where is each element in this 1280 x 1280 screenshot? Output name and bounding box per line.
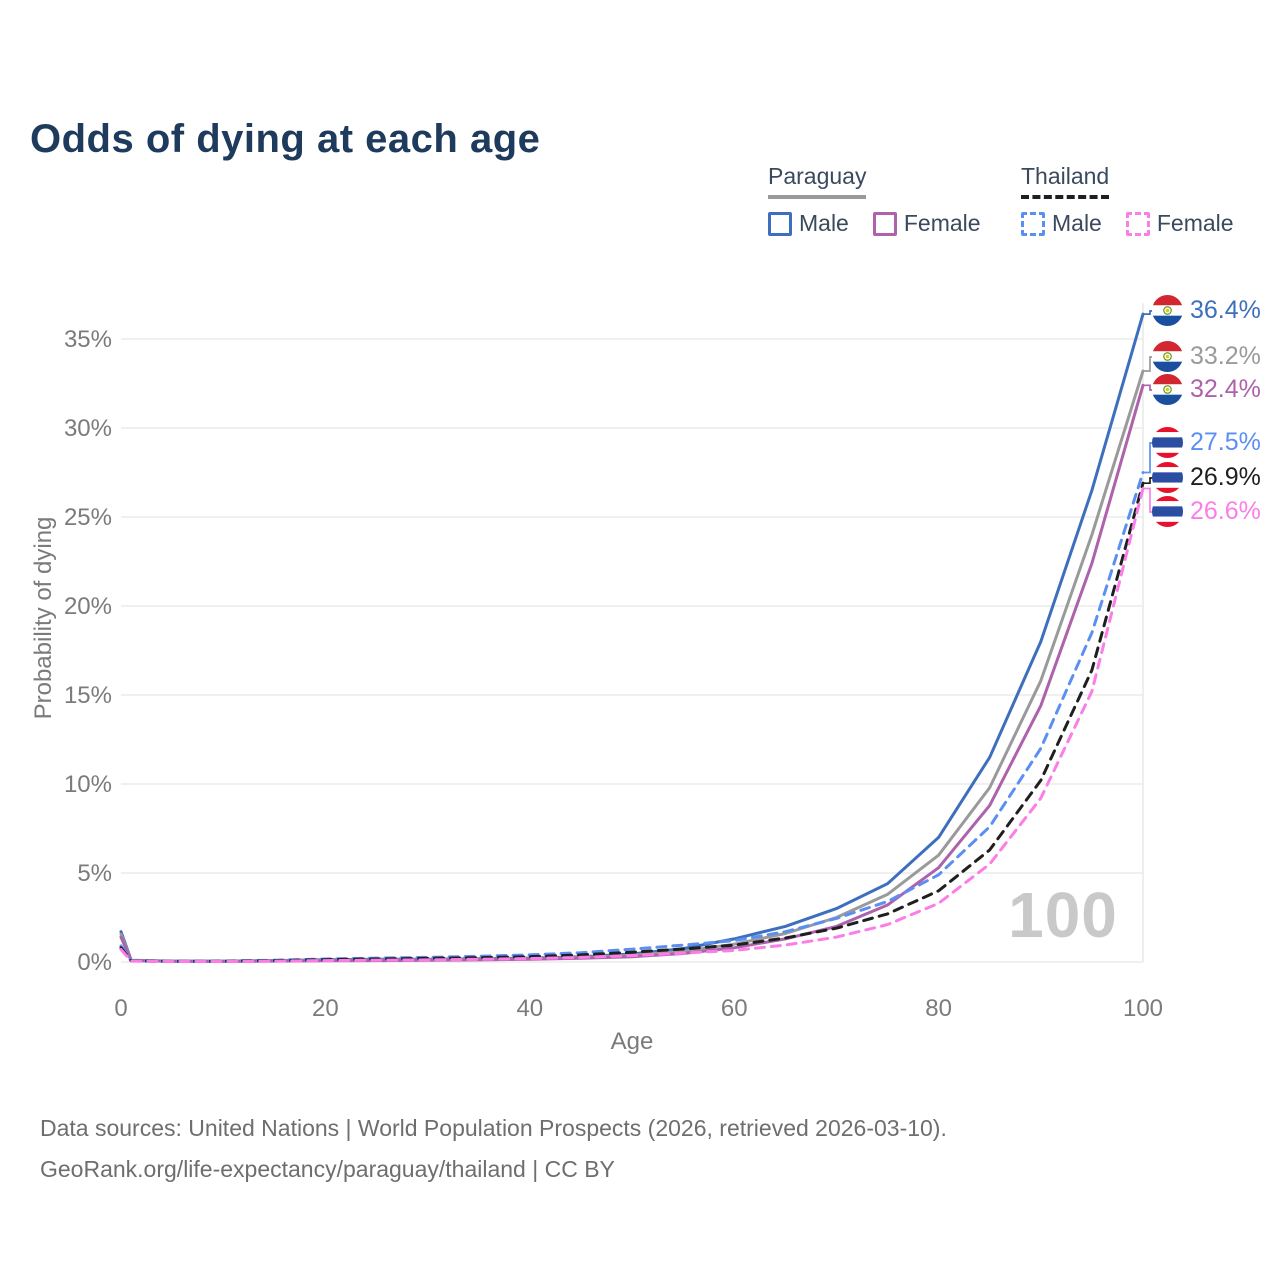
end-label-value: 32.4%: [1190, 375, 1261, 403]
series-line-paraguay-female[interactable]: [119, 383, 1145, 963]
thailand-flag-icon: [1152, 462, 1183, 493]
legend-country-thailand[interactable]: Thailand: [1021, 163, 1110, 199]
legend-item-paraguay-female[interactable]: Female: [872, 210, 981, 237]
end-label-paraguay-male: 36.4%: [1152, 295, 1261, 326]
series-line-thailand-female[interactable]: [119, 487, 1145, 963]
x-tick-label: 0: [114, 995, 127, 1022]
x-axis-title: Age: [610, 1028, 654, 1055]
end-label-paraguay-female: 32.4%: [1152, 374, 1261, 405]
y-tick-label: 20%: [64, 593, 112, 620]
series-line-thailand-total[interactable]: [119, 481, 1145, 963]
footer: Data sources: United Nations | World Pop…: [40, 1108, 947, 1190]
label-connector-paraguay-female: [1143, 384, 1154, 391]
series-line-thailand-male[interactable]: [119, 471, 1145, 963]
footer-data-sources: Data sources: United Nations | World Pop…: [40, 1115, 947, 1141]
footer-attribution: GeoRank.org/life-expectancy/paraguay/tha…: [40, 1156, 615, 1182]
x-tick-label: 20: [312, 995, 339, 1022]
checkbox-paraguay-male-icon[interactable]: [768, 211, 792, 236]
end-label-thailand-male: 27.5%: [1152, 427, 1261, 458]
legend-label-thailand-female: Female: [1156, 210, 1234, 236]
label-connector-thailand-female: [1143, 487, 1154, 513]
y-tick-label: 10%: [64, 771, 112, 798]
end-label-value: 33.2%: [1190, 342, 1261, 370]
legend-label-paraguay-male: Male: [799, 210, 849, 236]
y-tick-label: 5%: [77, 860, 112, 887]
checkbox-thailand-female-icon[interactable]: [1125, 211, 1150, 236]
thailand-flag-icon: [1152, 496, 1183, 527]
y-tick-label: 30%: [64, 415, 112, 442]
end-label-value: 26.9%: [1190, 463, 1261, 491]
end-label-value: 36.4%: [1190, 296, 1261, 324]
x-tick-label: 60: [721, 995, 748, 1022]
legend-group-paraguay: Paraguay Male Female: [768, 163, 981, 237]
end-label-thailand-total: 26.9%: [1152, 462, 1261, 493]
end-label-thailand-female: 26.6%: [1152, 496, 1261, 527]
checkbox-thailand-male-icon[interactable]: [1021, 211, 1045, 236]
label-connector-thailand-male: [1143, 442, 1154, 474]
y-axis-title: Probability of dying: [30, 516, 57, 720]
paraguay-flag-icon: [1152, 341, 1183, 372]
y-tick-label: 25%: [64, 504, 112, 531]
end-label-value: 27.5%: [1190, 428, 1261, 456]
label-connector-thailand-total: [1143, 477, 1154, 485]
page-title: Odds of dying at each age: [30, 116, 541, 161]
end-label-value: 26.6%: [1190, 497, 1261, 525]
end-label-paraguay-total: 33.2%: [1152, 341, 1261, 372]
legend-item-thailand-female[interactable]: Female: [1125, 210, 1234, 237]
x-tick-label: 40: [516, 995, 543, 1022]
legend-label-thailand-male: Male: [1052, 210, 1102, 236]
y-tick-label: 0%: [77, 949, 112, 976]
paraguay-flag-icon: [1152, 374, 1183, 405]
legend-item-paraguay-male[interactable]: Male: [768, 210, 849, 237]
thailand-flag-icon: [1152, 427, 1183, 458]
x-tick-label: 80: [925, 995, 952, 1022]
y-tick-label: 35%: [64, 326, 112, 353]
legend-group-thailand: Thailand Male Female: [1021, 163, 1234, 237]
label-connector-paraguay-male: [1143, 310, 1154, 315]
checkbox-paraguay-female-icon[interactable]: [872, 211, 897, 236]
paraguay-flag-icon: [1152, 295, 1183, 326]
legend-item-thailand-male[interactable]: Male: [1021, 210, 1102, 237]
legend-label-paraguay-female: Female: [903, 210, 981, 236]
x-tick-label: 100: [1123, 995, 1163, 1022]
label-connector-paraguay-total: [1143, 356, 1154, 372]
legend-country-paraguay[interactable]: Paraguay: [768, 163, 867, 199]
y-tick-label: 15%: [64, 682, 112, 709]
age-indicator: 100: [1008, 879, 1118, 951]
series-line-paraguay-male[interactable]: [119, 312, 1145, 963]
